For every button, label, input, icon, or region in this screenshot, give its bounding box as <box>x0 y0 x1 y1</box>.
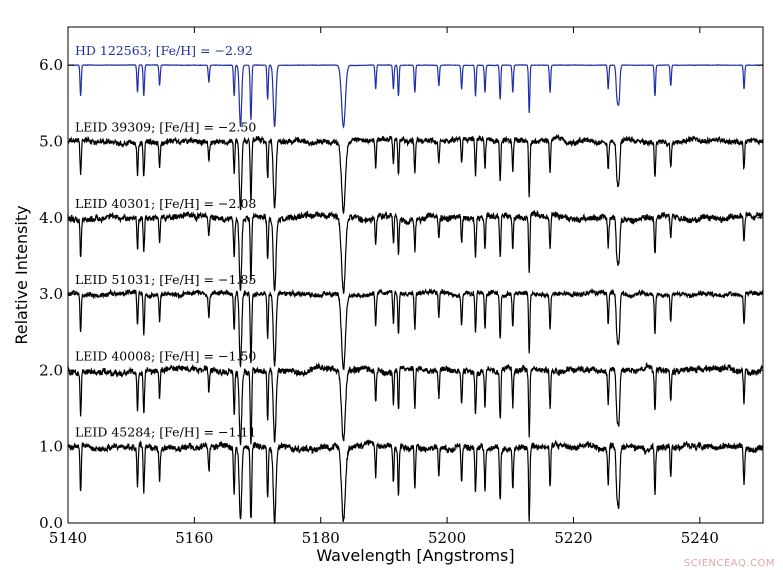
series-label-5: LEID 40008; [Fe/H] = −1.50 <box>75 348 256 363</box>
spectrum-series-2 <box>67 133 764 215</box>
series-label-2: LEID 39309; [Fe/H] = −2.50 <box>75 119 256 134</box>
y-tick-label: 1.0 <box>39 438 63 456</box>
y-tick-label: 5.0 <box>39 132 63 150</box>
series-label-4: LEID 51031; [Fe/H] = −1.85 <box>75 272 256 287</box>
y-tick-label: 2.0 <box>39 361 63 379</box>
spectrum-series-6 <box>67 439 764 525</box>
ticks-layer: 5140 5160 5180 5200 5220 5240 0.0 1.0 2.0 3.0 4.0 5… <box>39 27 763 547</box>
x-tick-label: 5200 <box>428 529 466 547</box>
x-tick-label: 5160 <box>175 529 213 547</box>
plot-frame <box>67 26 764 524</box>
spectra-layer <box>67 64 764 525</box>
y-tick-label: 0.0 <box>39 514 63 532</box>
series-labels-layer: HD 122563; [Fe/H] = −2.92 LEID 39309; [Fe… <box>75 43 256 440</box>
y-axis-label: Relative Intensity <box>12 205 31 344</box>
x-tick-label: 5220 <box>554 529 592 547</box>
x-tick-label: 5240 <box>681 529 719 547</box>
spectrum-series-3 <box>67 209 764 294</box>
spectrum-series-4 <box>67 287 764 370</box>
series-label-1: HD 122563; [Fe/H] = −2.92 <box>75 43 253 58</box>
y-tick-label: 4.0 <box>39 209 63 227</box>
series-label-6: LEID 45284; [Fe/H] = −1.11 <box>75 425 256 440</box>
series-label-3: LEID 40301; [Fe/H] = −2.08 <box>75 196 256 211</box>
x-tick-label: 5140 <box>49 529 87 547</box>
x-axis-label: Wavelength [Angstroms] <box>316 546 514 565</box>
y-tick-label: 6.0 <box>39 56 63 74</box>
y-tick-label: 3.0 <box>39 285 63 303</box>
watermark: SCIENCEAQ.COM <box>684 558 775 569</box>
x-tick-label: 5180 <box>302 529 340 547</box>
spectrum-series-1 <box>67 64 764 129</box>
spectrum-series-5 <box>67 362 764 446</box>
